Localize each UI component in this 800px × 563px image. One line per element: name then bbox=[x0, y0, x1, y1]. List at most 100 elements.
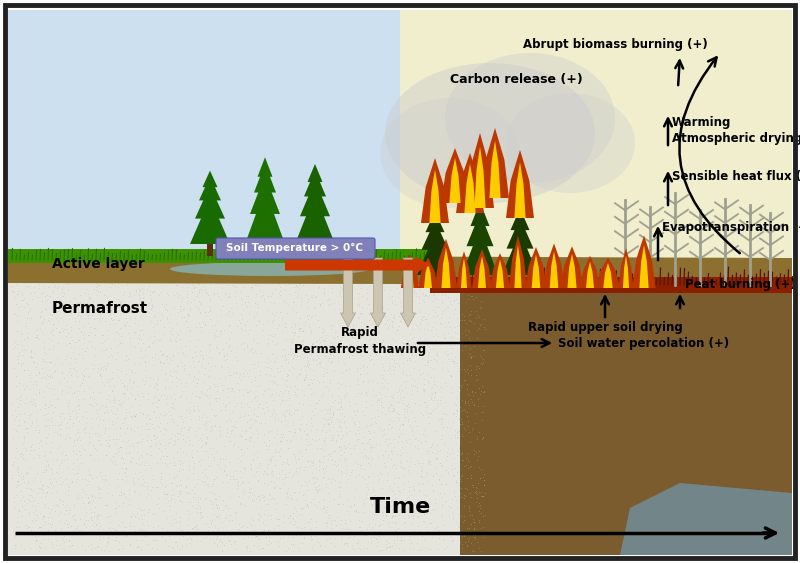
Point bbox=[370, 493, 382, 502]
Point bbox=[281, 458, 294, 467]
Point bbox=[340, 312, 353, 321]
Point bbox=[314, 484, 327, 493]
Point bbox=[429, 387, 442, 396]
Point bbox=[369, 349, 382, 358]
Point bbox=[119, 322, 132, 331]
Point bbox=[305, 350, 318, 359]
Point bbox=[39, 358, 52, 367]
Point bbox=[262, 526, 274, 535]
Point bbox=[411, 512, 424, 521]
Point bbox=[242, 437, 255, 446]
FancyArrow shape bbox=[370, 258, 386, 327]
Point bbox=[214, 406, 227, 415]
Point bbox=[167, 291, 180, 300]
Point bbox=[453, 443, 466, 452]
Point bbox=[76, 374, 89, 383]
Point bbox=[340, 281, 353, 290]
Point bbox=[334, 403, 347, 412]
Point bbox=[38, 518, 51, 527]
Point bbox=[99, 424, 112, 433]
Point bbox=[125, 521, 138, 530]
Polygon shape bbox=[295, 194, 335, 244]
Point bbox=[392, 498, 405, 507]
Point bbox=[106, 373, 119, 382]
Point bbox=[98, 361, 110, 370]
Point bbox=[350, 289, 363, 298]
Point bbox=[203, 522, 216, 531]
Point bbox=[102, 479, 115, 488]
Point bbox=[10, 372, 22, 381]
Bar bbox=[8, 10, 400, 283]
Point bbox=[224, 327, 237, 336]
Point bbox=[154, 410, 166, 419]
Point bbox=[174, 459, 186, 468]
Point bbox=[16, 351, 29, 360]
Point bbox=[126, 391, 138, 400]
Point bbox=[120, 448, 133, 457]
Point bbox=[174, 476, 186, 485]
Point bbox=[87, 360, 100, 369]
Point bbox=[210, 447, 222, 456]
Polygon shape bbox=[561, 247, 583, 288]
Point bbox=[458, 491, 471, 501]
Point bbox=[108, 381, 121, 390]
Point bbox=[174, 392, 187, 401]
Point bbox=[85, 512, 98, 521]
Point bbox=[367, 360, 380, 369]
Point bbox=[426, 447, 438, 456]
Point bbox=[70, 435, 83, 444]
Point bbox=[401, 408, 414, 417]
Point bbox=[122, 375, 135, 384]
Point bbox=[310, 488, 323, 497]
Point bbox=[102, 441, 115, 450]
Point bbox=[62, 423, 75, 432]
Point bbox=[419, 500, 432, 509]
Point bbox=[191, 379, 204, 388]
Point bbox=[212, 503, 225, 512]
Point bbox=[126, 439, 138, 448]
Point bbox=[11, 354, 24, 363]
Point bbox=[394, 394, 407, 403]
Point bbox=[334, 292, 347, 301]
Text: Carbon release (+): Carbon release (+) bbox=[450, 73, 582, 86]
Point bbox=[114, 443, 127, 452]
Point bbox=[470, 364, 482, 373]
Point bbox=[373, 395, 386, 404]
Point bbox=[27, 358, 40, 367]
Point bbox=[44, 413, 57, 422]
Point bbox=[431, 302, 444, 311]
Point bbox=[93, 316, 106, 325]
Point bbox=[298, 321, 310, 330]
Point bbox=[355, 347, 368, 356]
Point bbox=[85, 521, 98, 530]
Point bbox=[17, 453, 30, 462]
Point bbox=[310, 375, 323, 384]
Point bbox=[73, 400, 86, 409]
Point bbox=[294, 369, 306, 378]
Point bbox=[78, 328, 90, 337]
Point bbox=[180, 473, 193, 482]
Point bbox=[47, 481, 60, 490]
Point bbox=[189, 351, 202, 360]
Point bbox=[398, 412, 411, 421]
Point bbox=[106, 368, 118, 377]
Point bbox=[15, 501, 28, 510]
Point bbox=[438, 378, 451, 387]
Point bbox=[62, 401, 74, 410]
Point bbox=[441, 328, 454, 337]
Point bbox=[154, 474, 167, 483]
Point bbox=[180, 506, 193, 515]
Point bbox=[102, 488, 114, 497]
Point bbox=[69, 477, 82, 486]
Point bbox=[234, 457, 246, 466]
Point bbox=[203, 390, 216, 399]
Point bbox=[209, 422, 222, 431]
Point bbox=[246, 283, 258, 292]
Point bbox=[444, 532, 457, 541]
Point bbox=[179, 378, 192, 387]
Point bbox=[334, 409, 346, 418]
Point bbox=[171, 318, 184, 327]
Point bbox=[287, 282, 300, 291]
Point bbox=[26, 501, 38, 510]
Point bbox=[478, 533, 490, 542]
